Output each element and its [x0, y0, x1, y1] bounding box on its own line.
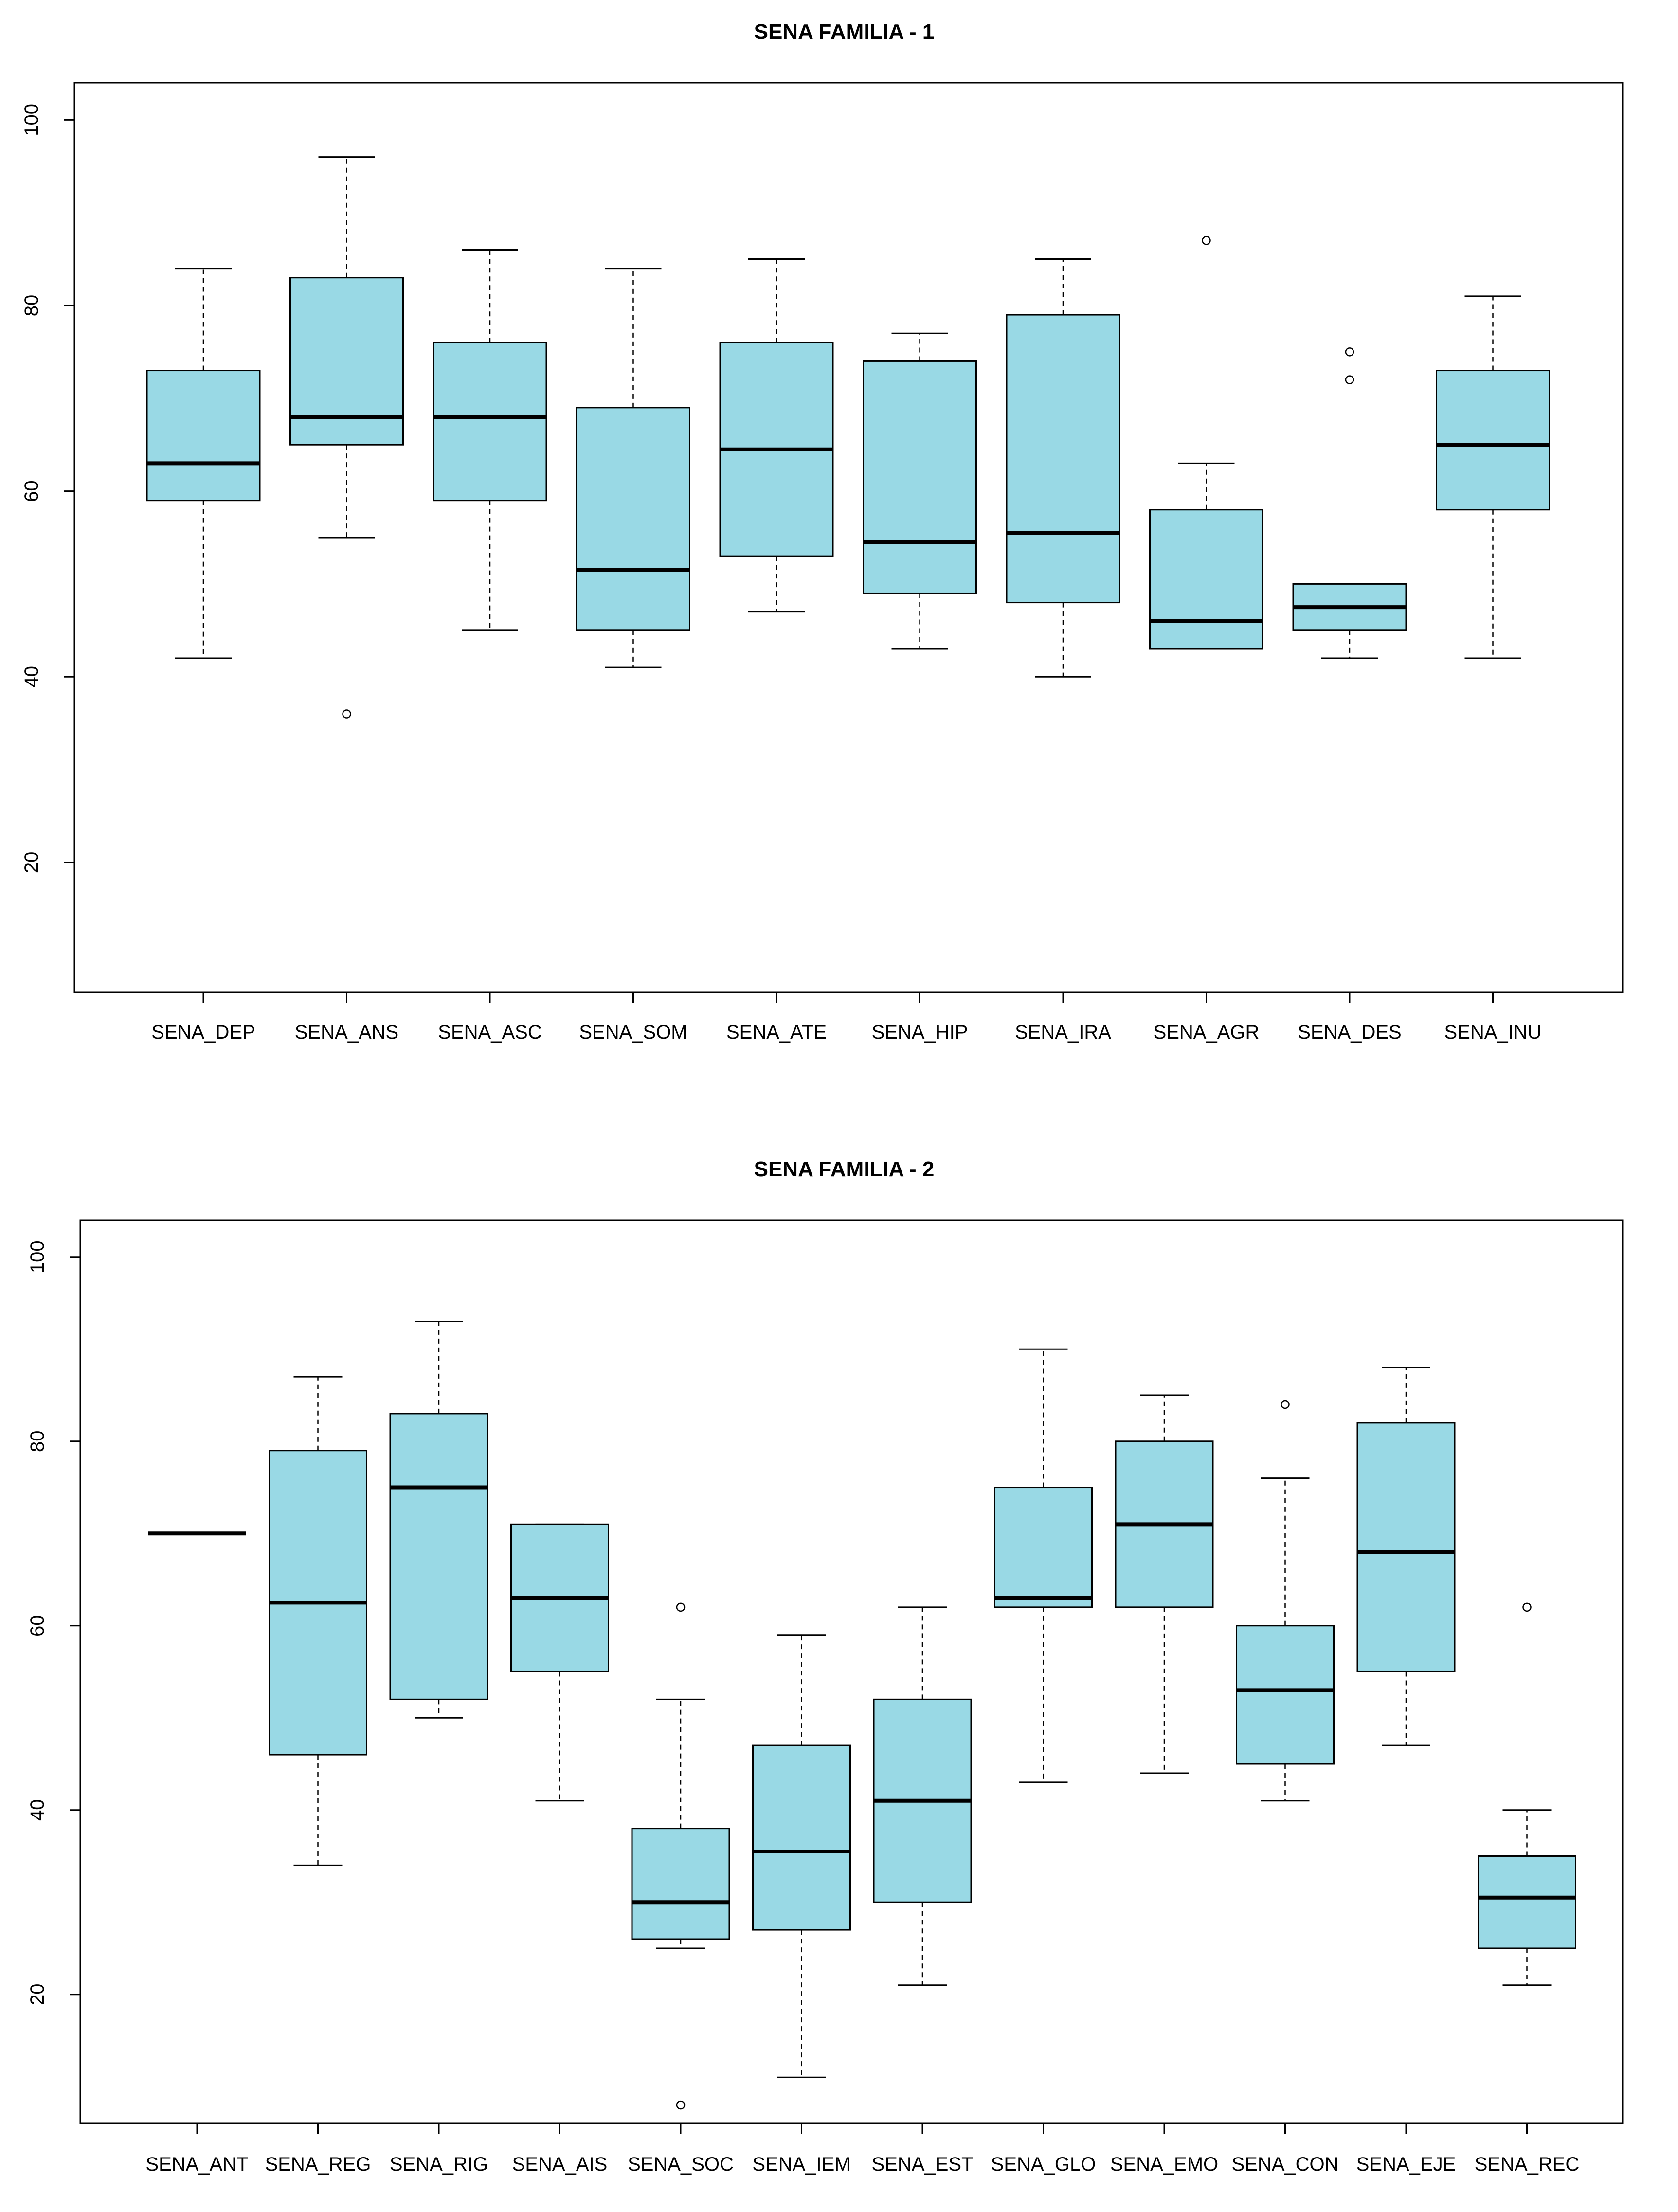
x-tick-label: SENA_SOC — [628, 2154, 734, 2175]
y-tick-label: 20 — [27, 1983, 48, 2005]
iqr-box — [389, 1413, 488, 1700]
plot-frame — [73, 82, 1624, 993]
box-sena-rec — [1478, 1602, 1576, 1986]
x-tick-label: SENA_ANS — [295, 1022, 398, 1043]
iqr-box — [289, 277, 404, 446]
y-tick-label: 100 — [27, 1241, 48, 1273]
box-sena-inu — [1436, 295, 1550, 659]
y-tick-label: 60 — [27, 1615, 48, 1637]
x-tick-label: SENA_EMO — [1110, 2154, 1218, 2175]
iqr-box — [752, 1744, 851, 1931]
iqr-box — [1149, 509, 1263, 650]
box-sena-glo — [994, 1348, 1093, 1783]
box-sena-rig — [389, 1320, 488, 1719]
box-sena-dep — [146, 268, 261, 659]
chart-panel-2: SENA FAMILIA - 2 20 40 60 80 100 SENA_ANT SENA… — [27, 1157, 1624, 2175]
x-tick-label: SENA_DEP — [151, 1022, 255, 1043]
x-tick-label: SENA_AGR — [1154, 1022, 1260, 1043]
iqr-box — [631, 1828, 730, 1940]
iqr-box — [1006, 314, 1120, 604]
y-tick-label: 20 — [21, 852, 42, 874]
y-tick-label: 100 — [21, 104, 42, 136]
iqr-box — [1478, 1855, 1576, 1949]
outlier-point — [1202, 236, 1211, 245]
x-tick-label: SENA_INU — [1444, 1022, 1541, 1043]
outlier-point — [1522, 1602, 1532, 1612]
chart-2-title: SENA FAMILIA - 2 — [754, 1157, 935, 1181]
outlier-point — [676, 2100, 686, 2110]
box-sena-emo — [1115, 1394, 1214, 1774]
x-tick-label: SENA_DES — [1298, 1022, 1401, 1043]
box-sena-ira — [1006, 258, 1120, 678]
x-tick-label: SENA_REG — [265, 2154, 371, 2175]
box-sena-asc — [433, 249, 547, 631]
x-tick-label: SENA_ASC — [438, 1022, 541, 1043]
iqr-box — [1236, 1625, 1335, 1765]
outlier-point — [1281, 1400, 1290, 1409]
box-sena-hip — [863, 332, 977, 650]
box-sena-con — [1236, 1400, 1335, 1802]
iqr-box — [1436, 370, 1550, 511]
iqr-box — [576, 407, 690, 631]
x-tick-label: SENA_EJE — [1356, 2154, 1456, 2175]
iqr-box — [146, 370, 261, 502]
box-sena-soc — [631, 1602, 730, 2110]
iqr-box — [1356, 1422, 1456, 1672]
x-tick-label: SENA_IEM — [752, 2154, 850, 2175]
y-tick-label: 40 — [27, 1799, 48, 1821]
iqr-box — [433, 342, 547, 502]
x-tick-label: SENA_IRA — [1015, 1022, 1111, 1043]
box-sena-agr — [1149, 236, 1263, 650]
x-tick-label: SENA_ANT — [145, 2154, 248, 2175]
x-tick-label: SENA_SOM — [579, 1022, 687, 1043]
outlier-point — [1345, 375, 1354, 384]
box-sena-ais — [510, 1523, 609, 1802]
y-tick-label: 40 — [21, 666, 42, 688]
outlier-point — [342, 709, 351, 719]
outlier-point — [1345, 347, 1354, 357]
x-tick-label: SENA_HIP — [872, 1022, 968, 1043]
chart-panel-1: SENA FAMILIA - 1 20 40 60 80 100 SENA_DEP SENA… — [21, 20, 1624, 1043]
chart-1-title: SENA FAMILIA - 1 — [754, 20, 935, 44]
x-tick-label: SENA_GLO — [991, 2154, 1096, 2175]
y-tick-label: 80 — [21, 295, 42, 317]
x-tick-label: SENA_EST — [872, 2154, 974, 2175]
iqr-box — [994, 1487, 1093, 1608]
outlier-point — [676, 1602, 686, 1612]
box-sena-reg — [269, 1376, 367, 1866]
x-tick-label: SENA_REC — [1475, 2154, 1580, 2175]
plot-frame — [79, 1219, 1624, 2124]
iqr-box — [863, 360, 977, 594]
box-sena-eje — [1356, 1367, 1456, 1746]
box-sena-ans — [289, 156, 404, 719]
box-sena-ate — [719, 258, 834, 613]
box-sena-som — [576, 268, 690, 668]
x-tick-label: SENA_AIS — [512, 2154, 608, 2175]
box-sena-des — [1292, 347, 1407, 659]
box-sena-iem — [752, 1634, 851, 2078]
x-tick-label: SENA_RIG — [390, 2154, 488, 2175]
y-tick-label: 80 — [27, 1431, 48, 1453]
x-tick-label: SENA_ATE — [726, 1022, 827, 1043]
x-tick-label: SENA_CON — [1231, 2154, 1338, 2175]
box-sena-est — [873, 1606, 972, 1986]
y-tick-label: 60 — [21, 480, 42, 502]
